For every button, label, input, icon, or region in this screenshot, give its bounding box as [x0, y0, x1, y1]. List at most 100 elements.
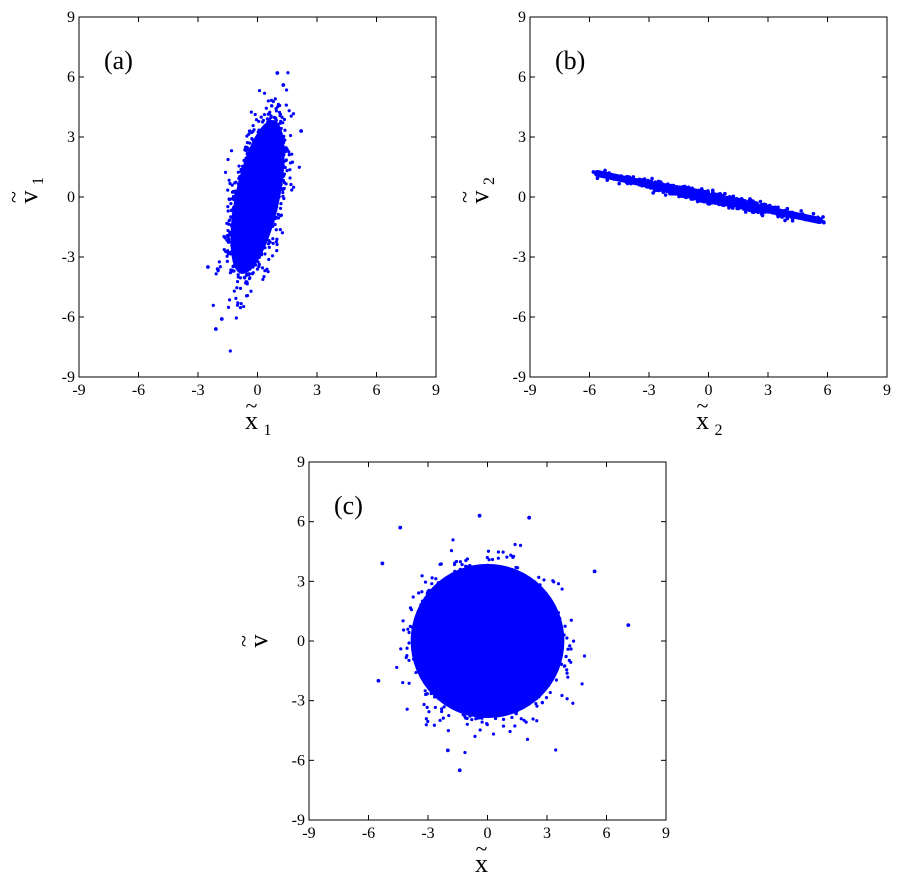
scatter-point: [299, 129, 304, 133]
scatter-point: [799, 209, 803, 213]
scatter-point: [257, 128, 261, 132]
scatter-point: [255, 163, 259, 167]
x-tick-label: 9: [883, 382, 891, 399]
x-axis-subscript: 2: [715, 422, 723, 439]
scatter-point: [283, 138, 287, 142]
scatter-point: [253, 238, 257, 242]
scatter-point: [214, 272, 218, 276]
scatter-point: [244, 216, 248, 220]
scatter-point: [259, 186, 263, 190]
scatter-point: [595, 176, 600, 181]
scatter-point: [268, 227, 272, 231]
scatter-point: [280, 115, 284, 120]
scatter-point: [455, 585, 459, 590]
scatter-point: [250, 217, 254, 221]
scatter-point: [706, 189, 710, 193]
scatter-point: [259, 248, 264, 252]
scatter-point: [260, 135, 265, 139]
scatter-point: [245, 267, 249, 272]
scatter-point: [272, 141, 276, 145]
scatter-point: [257, 245, 261, 249]
scatter-point: [519, 693, 523, 697]
scatter-point: [297, 165, 301, 169]
scatter-point: [245, 293, 250, 298]
scatter-point: [274, 240, 278, 244]
scatter-point: [217, 260, 221, 264]
scatter-point: [260, 266, 265, 270]
scatter-point: [277, 177, 282, 181]
scatter-point: [245, 272, 249, 276]
scatter-point: [234, 201, 238, 205]
scatter-point: [241, 189, 245, 193]
scatter-point: [237, 224, 241, 228]
scatter-point: [265, 190, 269, 194]
scatter-point: [241, 232, 245, 236]
scatter-point: [253, 232, 258, 236]
scatter-point: [264, 140, 268, 144]
scatter-point: [250, 208, 254, 212]
scatter-point: [266, 212, 270, 216]
scatter-point: [268, 130, 272, 134]
scatter-point: [501, 724, 506, 728]
y-tick-label: 0: [67, 189, 75, 206]
scatter-point: [248, 276, 252, 280]
scatter-point: [262, 224, 267, 228]
scatter-point: [706, 200, 710, 205]
scatter-point: [268, 240, 272, 244]
y-tick-label: 9: [67, 9, 75, 26]
scatter-point: [751, 210, 756, 215]
scatter-point: [267, 134, 272, 138]
scatter-point: [242, 248, 246, 252]
scatter-point: [266, 99, 270, 103]
scatter-point: [235, 242, 239, 246]
scatter-points: [591, 168, 826, 225]
scatter-point: [516, 610, 520, 614]
scatter-point: [280, 231, 285, 235]
scatter-point: [226, 205, 230, 209]
scatter-point: [450, 612, 454, 617]
scatter-point: [255, 267, 260, 271]
scatter-point: [239, 246, 243, 250]
scatter-point: [281, 83, 286, 87]
scatter-point: [251, 265, 255, 269]
scatter-point: [252, 255, 257, 260]
scatter-point: [232, 259, 236, 263]
scatter-point: [252, 249, 256, 254]
y-axis-tilde: ~: [452, 191, 477, 203]
scatter-point: [565, 668, 569, 672]
scatter-point: [269, 174, 273, 179]
scatter-point: [289, 114, 293, 118]
scatter-point: [269, 220, 273, 224]
scatter-point: [254, 182, 258, 186]
scatter-point: [223, 170, 228, 174]
scatter-point: [253, 246, 257, 250]
scatter-point: [279, 132, 283, 136]
x-tick-label: 6: [824, 382, 832, 399]
scatter-point: [246, 213, 250, 217]
scatter-point: [436, 696, 440, 700]
scatter-point: [231, 264, 235, 268]
scatter-point: [250, 204, 255, 208]
scatter-point: [268, 217, 272, 221]
scatter-point: [281, 174, 285, 178]
scatter-point: [254, 201, 259, 205]
scatter-point: [236, 182, 241, 186]
scatter-point: [240, 164, 245, 168]
scatter-point: [226, 188, 230, 192]
scatter-point: [283, 165, 287, 170]
scatter-point: [251, 200, 255, 204]
scatter-point: [238, 305, 243, 310]
scatter-point: [259, 223, 263, 227]
scatter-point: [238, 201, 242, 205]
scatter-point: [417, 591, 421, 595]
scatter-point: [269, 139, 273, 143]
scatter-point: [251, 210, 255, 214]
scatter-point: [501, 581, 505, 585]
scatter-point: [248, 151, 253, 155]
scatter-point: [269, 213, 273, 218]
scatter-point: [255, 206, 259, 211]
scatter-point: [237, 232, 241, 236]
scatter-point: [250, 221, 254, 225]
scatter-point: [273, 201, 277, 205]
